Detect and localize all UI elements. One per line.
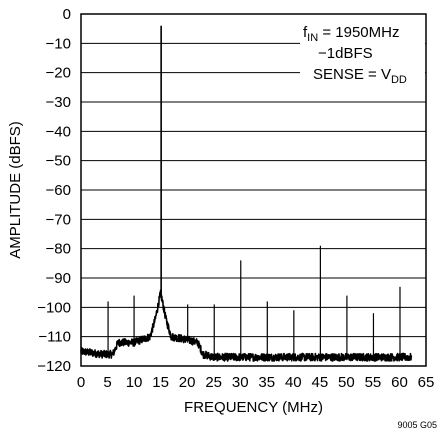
grid bbox=[81, 42, 426, 338]
y-tick-label: −70 bbox=[46, 211, 71, 228]
x-tick-label: 45 bbox=[312, 374, 329, 391]
x-tick-label: 0 bbox=[77, 374, 85, 391]
annotation-fin-sub: IN bbox=[307, 32, 318, 44]
annotation-fin-main: f bbox=[303, 24, 308, 41]
noise-floor-line bbox=[80, 289, 413, 362]
x-tick-label: 50 bbox=[338, 374, 355, 391]
y-tick-label: −100 bbox=[37, 299, 71, 316]
annotation-background bbox=[300, 20, 425, 88]
x-tick-label: 15 bbox=[152, 374, 169, 391]
x-tick-label: 60 bbox=[391, 374, 408, 391]
y-tick-label: −110 bbox=[38, 329, 71, 346]
y-tick-label: −60 bbox=[46, 182, 71, 199]
x-tick-label: 40 bbox=[285, 374, 302, 391]
annotation-sense-main: SENSE = V bbox=[313, 66, 391, 83]
plot-frame bbox=[80, 13, 427, 367]
annotation-fin-rest: = 1950MHz bbox=[318, 24, 399, 41]
y-tick-label: −20 bbox=[46, 65, 71, 82]
annotation-sense: SENSE = VDD bbox=[313, 66, 407, 86]
y-tick-label: 0 bbox=[63, 6, 71, 23]
y-tick-label: −120 bbox=[37, 358, 71, 375]
x-tick-label: 30 bbox=[232, 374, 249, 391]
y-tick-labels: 0 −10 −20 −30 −40 −50 −60 −70 −80 −90 −100 −110 −120 bbox=[37, 6, 71, 375]
y-tick-label: −30 bbox=[46, 94, 71, 111]
x-axis-title: FREQUENCY (MHz) bbox=[184, 399, 323, 416]
x-tick-label: 10 bbox=[126, 374, 143, 391]
x-tick-label: 20 bbox=[179, 374, 196, 391]
y-tick-label: −50 bbox=[46, 153, 71, 170]
figure-id: 9005 G05 bbox=[397, 420, 437, 430]
annotation-fin: fIN = 1950MHz bbox=[303, 24, 399, 44]
annotation-sense-sub: DD bbox=[391, 74, 407, 86]
x-tick-label: 5 bbox=[103, 374, 111, 391]
x-tick-labels: 0 5 10 15 20 25 30 35 40 45 50 55 60 65 bbox=[77, 374, 435, 391]
x-tick-label: 55 bbox=[365, 374, 382, 391]
y-tick-label: −40 bbox=[46, 123, 71, 140]
y-tick-label: −90 bbox=[46, 270, 71, 287]
x-tick-label: 25 bbox=[205, 374, 222, 391]
x-tick-label: 65 bbox=[418, 374, 435, 391]
x-tick-label: 35 bbox=[258, 374, 275, 391]
y-tick-label: −80 bbox=[46, 241, 71, 258]
annotation-box: fIN = 1950MHz −1dBFS SENSE = VDD bbox=[300, 20, 425, 88]
y-tick-label: −10 bbox=[46, 35, 71, 52]
y-axis-title: AMPLITUDE (dBFS) bbox=[7, 121, 24, 259]
annotation-level: −1dBFS bbox=[318, 45, 373, 62]
